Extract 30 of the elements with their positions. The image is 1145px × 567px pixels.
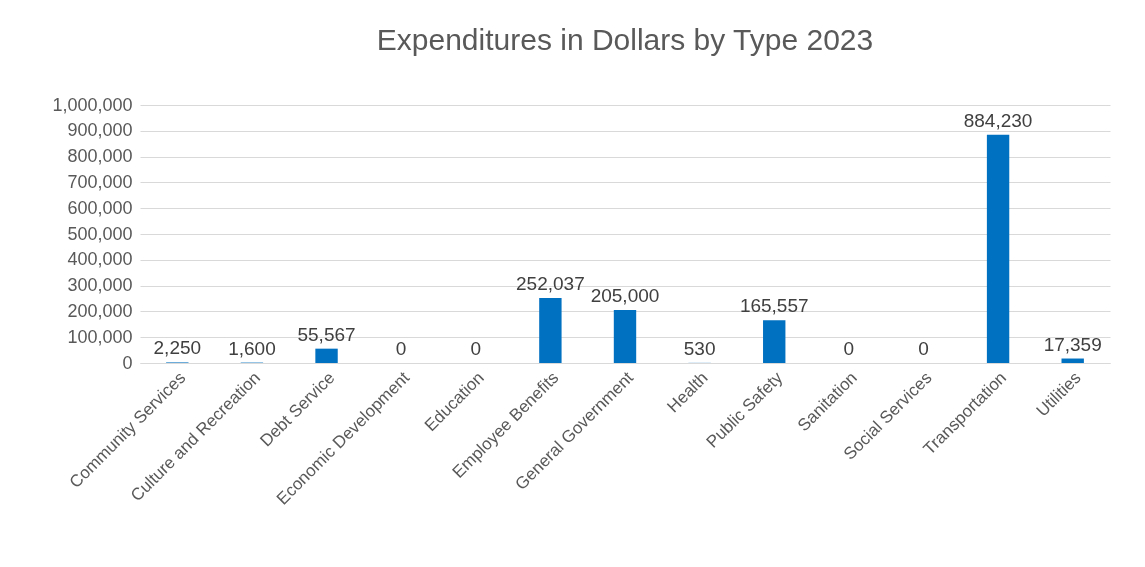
data-label: 205,000 — [590, 285, 660, 307]
chart-title: Expenditures in Dollars by Type 2023 — [376, 23, 874, 56]
bar — [315, 348, 338, 363]
data-label: 0 — [395, 338, 407, 359]
data-label: 165,557 — [739, 295, 809, 317]
y-tick-label: 400,000 — [67, 249, 133, 270]
data-label: 0 — [843, 338, 855, 359]
data-label: 884,230 — [963, 109, 1033, 131]
data-label: 17,359 — [1043, 333, 1102, 355]
bar — [613, 310, 637, 363]
y-tick-label: 500,000 — [67, 223, 133, 244]
data-label: 1,600 — [228, 337, 276, 359]
data-label: 252,037 — [516, 272, 585, 294]
y-tick-label: 600,000 — [67, 197, 133, 218]
data-label: 530 — [683, 337, 716, 359]
data-label: 0 — [470, 338, 482, 359]
y-tick-label: 0 — [122, 352, 133, 373]
y-tick-label: 300,000 — [67, 275, 133, 296]
bar — [763, 320, 786, 363]
y-tick-label: 900,000 — [67, 120, 133, 141]
y-tick-label: 200,000 — [67, 300, 133, 321]
y-tick-label: 800,000 — [67, 146, 133, 167]
bar — [986, 134, 1010, 363]
y-tick-label: 1,000,000 — [52, 94, 133, 115]
data-label: 55,567 — [297, 323, 356, 345]
y-tick-label: 100,000 — [67, 326, 133, 347]
data-label: 0 — [918, 338, 929, 359]
data-label: 2,250 — [153, 337, 202, 359]
y-tick-label: 700,000 — [67, 171, 133, 192]
bar — [539, 297, 562, 363]
